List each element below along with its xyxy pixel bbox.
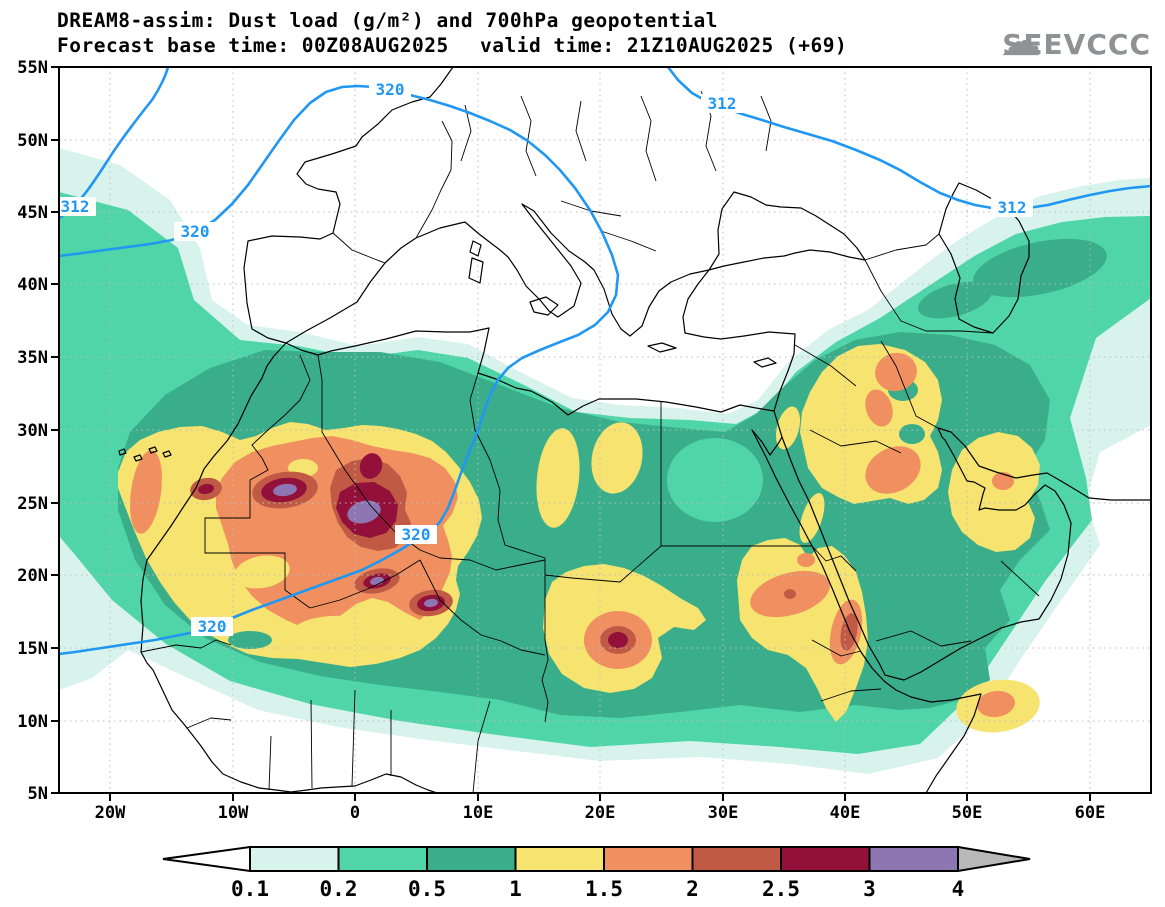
lat-tick-label: 5N [28,784,48,804]
map-area: 312 320 320 312 312 320 [59,67,1151,793]
colorbar-label: 1 [509,877,522,901]
colorbar-label: 0.2 [320,877,358,901]
lat-tick-label: 45N [17,203,48,223]
lat-tick-label: 25N [17,494,48,514]
lon-tick-label: 10E [463,803,494,823]
colorbar-label: 2.5 [762,877,800,901]
dust-shade-gte-3 [273,483,438,608]
contour-label-box [701,94,743,113]
contour-label-box [395,525,437,544]
axis-ticks [51,66,1091,801]
lon-tick-label: 50E [952,803,983,823]
lat-tick-label: 50N [17,131,48,151]
colorbar-overshoot-arrow [957,845,1031,873]
lat-tick-label: 40N [17,275,48,295]
colorbar-cell [337,846,428,872]
contour-label: 312 [701,94,743,113]
contour-label: 320 [191,617,233,636]
contour-label-box [59,197,96,216]
colorbar-label: 4 [952,877,965,901]
colorbar-undershoot-arrow [162,845,251,873]
lon-tick-label: 20W [95,803,126,823]
lat-tick-label: 55N [17,58,48,78]
lon-tick-label: 30E [708,803,739,823]
contour-label-box [191,617,233,636]
colorbar-cell [514,846,605,872]
geopotential-contour-labels: 312 320 320 312 312 320 [59,80,1033,636]
contour-label-box [369,80,411,99]
dust-shade-0-2-island [667,438,763,522]
colorbar: 0.1 0.2 0.5 1 1.5 2 2.5 3 4 [162,845,1031,901]
colorbar-label: 2 [686,877,699,901]
colorbar-labels: 0.1 0.2 0.5 1 1.5 2 2.5 3 4 [231,877,964,901]
contour-312-west [59,67,170,220]
lon-axis: 20W 10W 0 10E 20E 30E 40E 50E 60E [95,803,1106,823]
cloud-logo-icon: ☁ [1000,16,1042,65]
svg-text:320: 320 [181,222,210,241]
contour-label: 320 [395,525,437,544]
svg-text:312: 312 [708,94,737,113]
colorbar-label: 1.5 [585,877,623,901]
colorbar-cell [603,846,694,872]
colorbar-label: 0.5 [408,877,446,901]
colorbar-cell [426,846,517,872]
lat-tick-label: 20N [17,566,48,586]
lat-tick-label: 10N [17,712,48,732]
coastlines [118,67,1151,793]
lon-tick-label: 60E [1075,803,1106,823]
contour-label: 312 [59,197,96,216]
chart-title: DREAM8-assim: Dust load (g/m²) and 700hP… [57,9,718,32]
contour-label: 320 [174,222,216,241]
lon-tick-label: 10W [218,803,249,823]
lon-tick-label: 40E [830,803,861,823]
valid-time: valid time: 21Z10AUG2025 (+69) [480,34,847,57]
svg-text:320: 320 [376,80,405,99]
lat-tick-label: 35N [17,348,48,368]
lat-tick-label: 15N [17,639,48,659]
lat-tick-label: 30N [17,421,48,441]
svg-text:312: 312 [61,197,90,216]
contour-label-box [174,222,216,241]
contour-label: 312 [991,198,1033,217]
svg-text:320: 320 [198,617,227,636]
forecast-base-time: Forecast base time: 00Z08AUG2025 [57,34,449,57]
colorbar-cell [868,846,959,872]
colorbar-cell [780,846,871,872]
lat-axis: 55N 50N 45N 40N 35N 30N 25N 20N 15N 10N … [17,58,48,804]
svg-text:320: 320 [402,525,431,544]
colorbar-cell [691,846,782,872]
lon-tick-label: 0 [350,803,360,823]
colorbar-cell [249,846,340,872]
lon-tick-label: 20E [585,803,616,823]
contour-label: 320 [369,80,411,99]
svg-text:312: 312 [998,198,1027,217]
contour-320 [59,84,620,656]
contour-label-box [991,198,1033,217]
colorbar-label: 0.1 [231,877,269,901]
colorbar-label: 3 [863,877,876,901]
logo-text: SEEVCCC [1002,28,1151,61]
